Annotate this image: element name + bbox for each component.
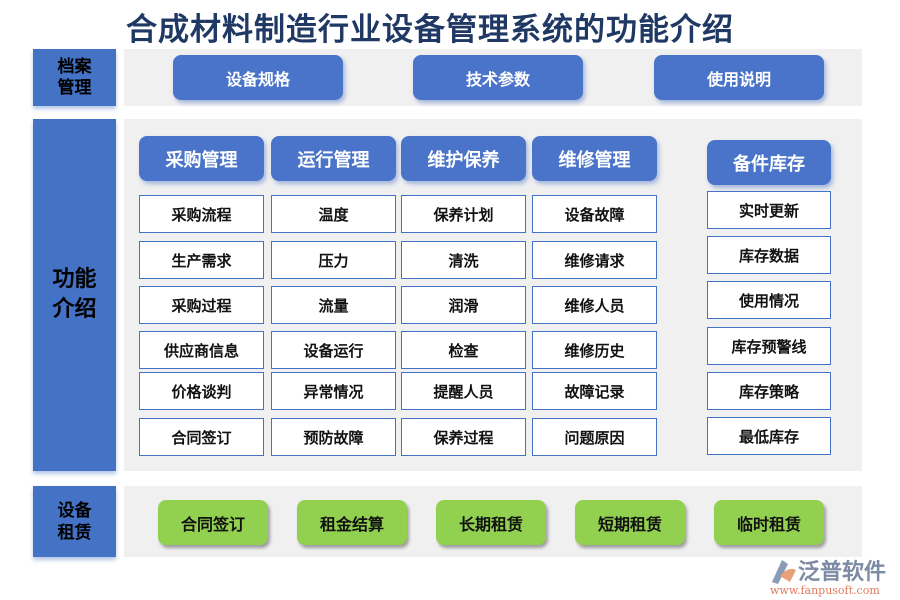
feature-item[interactable]: 润滑 (401, 286, 526, 324)
feature-item[interactable]: 设备运行 (271, 331, 396, 369)
archive-button[interactable]: 设备规格 (173, 55, 343, 100)
column-header[interactable]: 维护保养 (401, 136, 526, 181)
leasing-button[interactable]: 长期租赁 (436, 500, 546, 545)
archive-button[interactable]: 技术参数 (413, 55, 583, 100)
feature-item[interactable]: 预防故障 (271, 418, 396, 456)
feature-item[interactable]: 流量 (271, 286, 396, 324)
feature-item[interactable]: 使用情况 (707, 281, 831, 319)
leasing-button[interactable]: 租金结算 (297, 500, 407, 545)
column-header[interactable]: 采购管理 (139, 136, 264, 181)
feature-item[interactable]: 合同签订 (139, 418, 264, 456)
archive-button[interactable]: 使用说明 (654, 55, 824, 100)
feature-item[interactable]: 维修人员 (532, 286, 657, 324)
page-title: 合成材料制造行业设备管理系统的功能介绍 (126, 12, 734, 48)
feature-item[interactable]: 库存策略 (707, 372, 831, 410)
logo-icon (772, 560, 796, 584)
feature-item[interactable]: 提醒人员 (401, 372, 526, 410)
feature-item[interactable]: 库存数据 (707, 236, 831, 274)
leasing-button[interactable]: 短期租赁 (575, 500, 685, 545)
logo-url: www.fanpusoft.com (770, 584, 880, 597)
column-header[interactable]: 备件库存 (707, 140, 831, 185)
feature-item[interactable]: 异常情况 (271, 372, 396, 410)
feature-item[interactable]: 保养过程 (401, 418, 526, 456)
feature-item[interactable]: 清洗 (401, 241, 526, 279)
fanpusoft-logo: 泛普软件 www.fanpusoft.com (768, 556, 893, 598)
archive-label: 档案管理 (33, 49, 116, 106)
feature-item[interactable]: 最低库存 (707, 417, 831, 455)
column-header[interactable]: 运行管理 (271, 136, 396, 181)
feature-item[interactable]: 维修请求 (532, 241, 657, 279)
feature-item[interactable]: 采购流程 (139, 195, 264, 233)
column-header[interactable]: 维修管理 (532, 136, 657, 181)
feature-item[interactable]: 设备故障 (532, 195, 657, 233)
feature-item[interactable]: 压力 (271, 241, 396, 279)
feature-item[interactable]: 库存预警线 (707, 327, 831, 365)
feature-item[interactable]: 故障记录 (532, 372, 657, 410)
logo-text: 泛普软件 (798, 560, 887, 585)
features-label: 功能介绍 (33, 119, 116, 471)
leasing-button[interactable]: 临时租赁 (714, 500, 824, 545)
leasing-label: 设备租赁 (33, 486, 116, 557)
feature-item[interactable]: 保养计划 (401, 195, 526, 233)
feature-item[interactable]: 价格谈判 (139, 372, 264, 410)
feature-item[interactable]: 维修历史 (532, 331, 657, 369)
feature-item[interactable]: 实时更新 (707, 191, 831, 229)
feature-item[interactable]: 供应商信息 (139, 331, 264, 369)
feature-item[interactable]: 温度 (271, 195, 396, 233)
feature-item[interactable]: 采购过程 (139, 286, 264, 324)
feature-item[interactable]: 检查 (401, 331, 526, 369)
feature-item[interactable]: 问题原因 (532, 418, 657, 456)
feature-item[interactable]: 生产需求 (139, 241, 264, 279)
leasing-button[interactable]: 合同签订 (158, 500, 268, 545)
